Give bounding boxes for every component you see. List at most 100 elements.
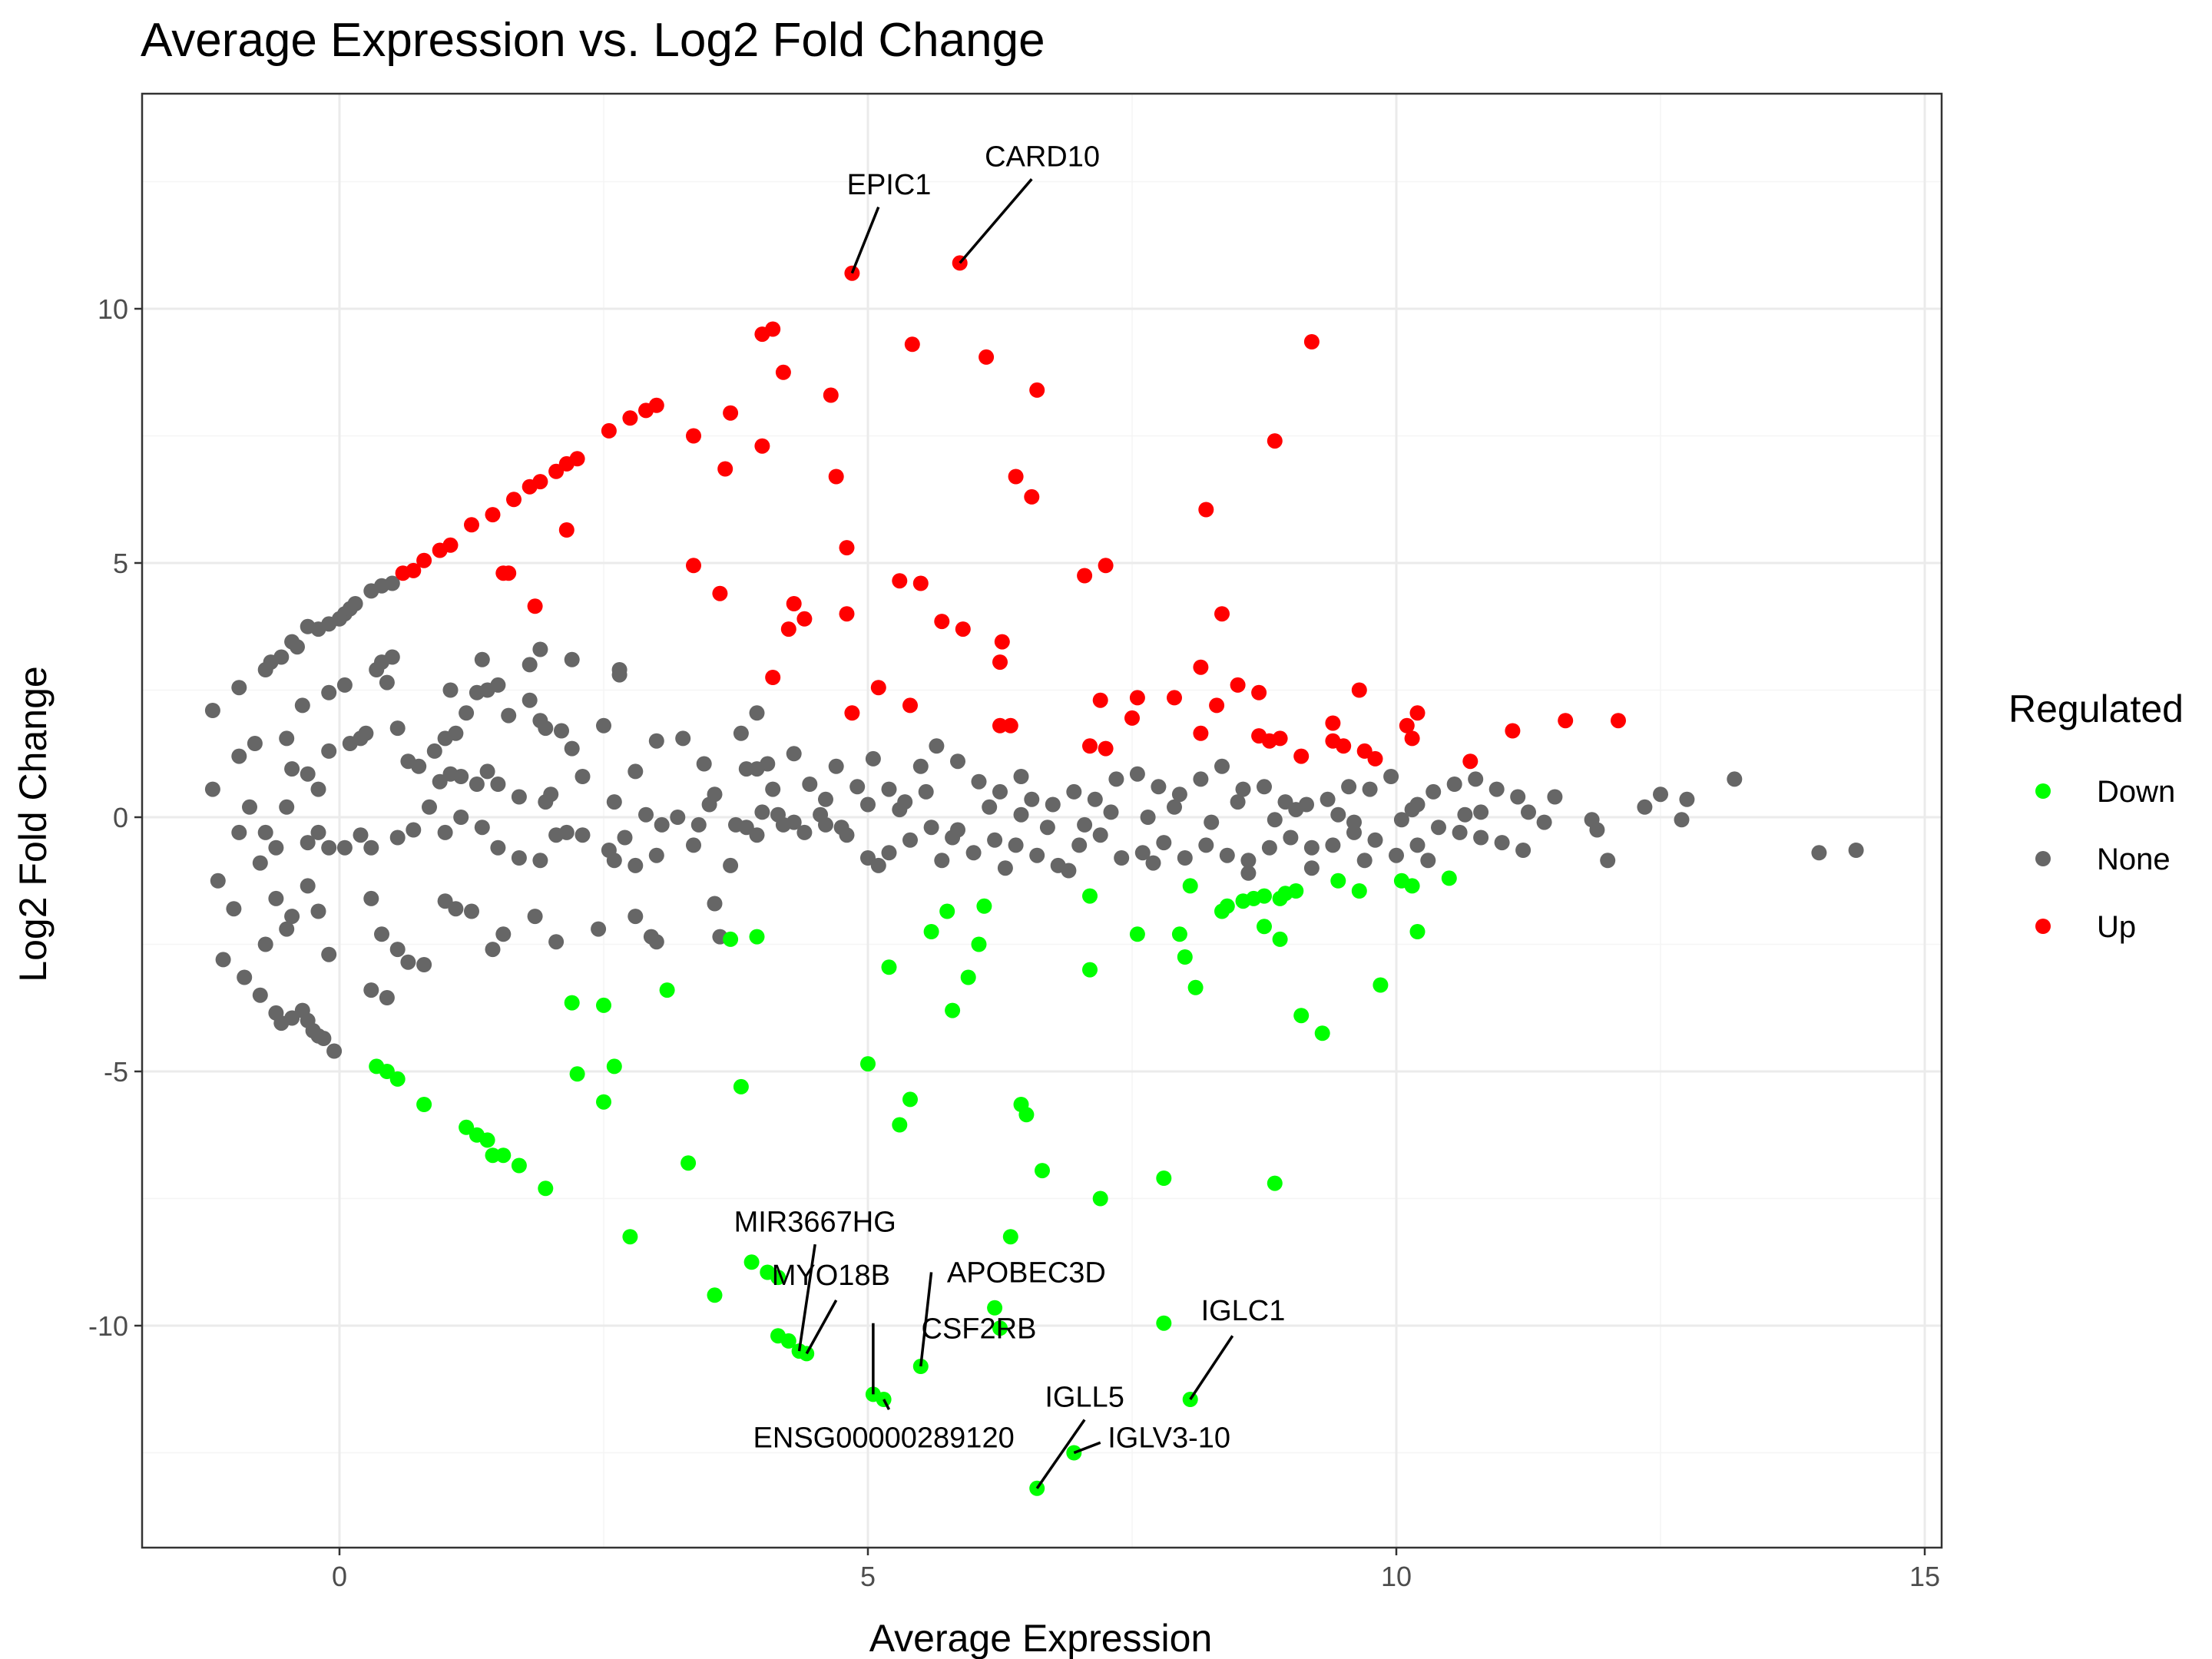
- point-none: [279, 921, 295, 937]
- point-down: [892, 1117, 908, 1133]
- point-none: [1468, 771, 1484, 787]
- legend-title: Regulated: [2008, 687, 2184, 730]
- point-down: [1156, 1315, 1172, 1331]
- point-none: [1547, 789, 1563, 805]
- point-none: [892, 802, 908, 818]
- point-none: [1389, 847, 1404, 863]
- point-down: [1288, 883, 1304, 899]
- point-up: [712, 585, 728, 601]
- point-none: [554, 723, 569, 739]
- point-up: [1293, 748, 1310, 764]
- point-none: [437, 893, 453, 909]
- point-none: [575, 769, 591, 784]
- y-tick-label: -10: [88, 1310, 128, 1342]
- point-up: [717, 461, 733, 477]
- point-none: [400, 954, 416, 970]
- point-up: [912, 575, 929, 591]
- point-none: [1171, 786, 1187, 803]
- point-none: [675, 730, 691, 747]
- point-down: [770, 1270, 786, 1286]
- point-none: [1515, 843, 1532, 858]
- point-none: [1071, 837, 1088, 853]
- point-up: [1404, 730, 1420, 747]
- y-tick-label: 0: [113, 802, 128, 833]
- point-none: [1393, 812, 1409, 828]
- legend-label: Up: [2097, 910, 2136, 944]
- legend-key-down: [2035, 783, 2051, 799]
- point-none: [950, 753, 965, 770]
- point-up: [532, 474, 548, 490]
- point-none: [1409, 796, 1426, 813]
- point-none: [490, 777, 506, 792]
- point-none: [971, 773, 987, 790]
- y-tick-label: 10: [98, 293, 128, 325]
- point-none: [326, 1043, 343, 1059]
- point-none: [749, 827, 765, 843]
- x-tick-label: 0: [332, 1561, 347, 1592]
- point-none: [1473, 804, 1489, 820]
- point-none: [701, 796, 717, 813]
- point-none: [1283, 830, 1299, 846]
- point-none: [1383, 769, 1399, 784]
- point-none: [321, 946, 337, 962]
- point-down: [538, 1181, 554, 1197]
- point-none: [252, 987, 268, 1003]
- point-up: [1002, 717, 1018, 733]
- point-none: [733, 725, 749, 741]
- point-none: [257, 936, 273, 952]
- point-down: [680, 1155, 697, 1171]
- point-none: [316, 1031, 332, 1046]
- label-leaders: [797, 178, 1234, 1489]
- point-none: [654, 816, 670, 833]
- point-up: [686, 558, 701, 574]
- point-none: [321, 684, 337, 700]
- point-none: [1140, 810, 1156, 825]
- point-none: [1356, 853, 1373, 869]
- point-none: [374, 926, 389, 942]
- point-up: [1209, 697, 1225, 714]
- label-leader: [1035, 1419, 1086, 1489]
- point-down: [1373, 977, 1389, 993]
- y-tick-label: -5: [104, 1056, 128, 1088]
- point-none: [564, 740, 580, 757]
- point-up: [648, 397, 664, 413]
- point-none: [1045, 796, 1061, 813]
- point-none: [818, 791, 833, 807]
- point-none: [707, 896, 723, 912]
- point-none: [459, 705, 475, 721]
- point-none: [628, 857, 644, 873]
- gene-label: MIR3667HG: [734, 1206, 896, 1238]
- point-up: [1558, 713, 1574, 729]
- point-down: [1092, 1190, 1108, 1207]
- point-down: [902, 1091, 918, 1108]
- point-none: [1426, 783, 1442, 800]
- point-up: [1409, 705, 1426, 721]
- label-leader: [797, 1243, 816, 1352]
- point-down: [976, 898, 992, 914]
- point-down: [1177, 949, 1193, 965]
- point-down: [389, 1071, 406, 1087]
- gene-label: CARD10: [985, 141, 1100, 173]
- point-none: [912, 758, 929, 774]
- point-none: [522, 692, 538, 708]
- point-none: [527, 909, 543, 925]
- point-up: [1505, 723, 1521, 739]
- point-none: [1420, 853, 1436, 869]
- point-none: [1510, 789, 1526, 805]
- point-up: [1029, 382, 1045, 398]
- point-up: [844, 265, 860, 281]
- point-up: [902, 697, 918, 714]
- point-none: [321, 839, 337, 856]
- point-none: [1473, 830, 1489, 846]
- point-up: [558, 522, 575, 538]
- point-none: [237, 969, 253, 985]
- point-down: [1171, 926, 1187, 942]
- point-none: [363, 982, 379, 998]
- point-none: [1320, 791, 1336, 807]
- point-none: [300, 878, 316, 894]
- point-down: [1182, 878, 1198, 894]
- point-down: [659, 982, 675, 998]
- point-none: [1848, 843, 1864, 858]
- point-none: [538, 720, 554, 737]
- point-up: [844, 705, 860, 721]
